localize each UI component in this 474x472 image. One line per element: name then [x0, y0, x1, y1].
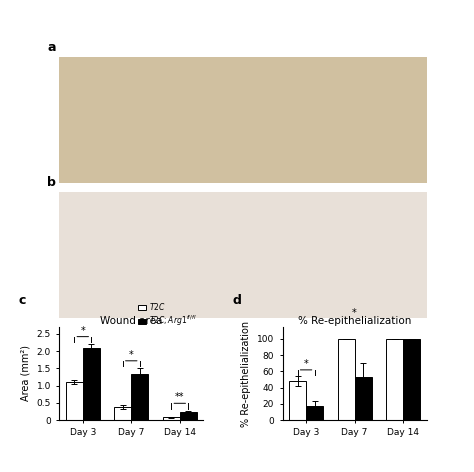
Text: *: *: [129, 350, 134, 360]
Legend: $T2C$, $T2C;Arg1^{fl/fl}$: $T2C$, $T2C;Arg1^{fl/fl}$: [135, 298, 200, 331]
Bar: [131, 374, 148, 420]
Title: % Re-epithelialization: % Re-epithelialization: [298, 316, 411, 326]
Text: c: c: [19, 294, 26, 307]
Text: *: *: [304, 359, 309, 370]
Title: Wound area: Wound area: [100, 316, 163, 326]
Bar: [355, 377, 372, 420]
Bar: [114, 407, 131, 420]
Text: *: *: [352, 308, 357, 318]
Text: b: b: [47, 176, 55, 189]
Y-axis label: % Re-epithelialization: % Re-epithelialization: [241, 320, 251, 427]
Text: a: a: [47, 41, 55, 54]
Y-axis label: Area (mm²): Area (mm²): [21, 346, 31, 402]
Bar: [403, 339, 420, 420]
Bar: [337, 339, 355, 420]
Bar: [83, 348, 100, 420]
Text: d: d: [232, 294, 241, 307]
Bar: [180, 413, 197, 420]
Text: *: *: [81, 326, 85, 336]
Bar: [306, 406, 323, 420]
Bar: [163, 417, 180, 420]
Bar: [386, 339, 403, 420]
Bar: [66, 382, 83, 420]
Text: **: **: [175, 392, 184, 402]
Bar: [289, 381, 306, 420]
